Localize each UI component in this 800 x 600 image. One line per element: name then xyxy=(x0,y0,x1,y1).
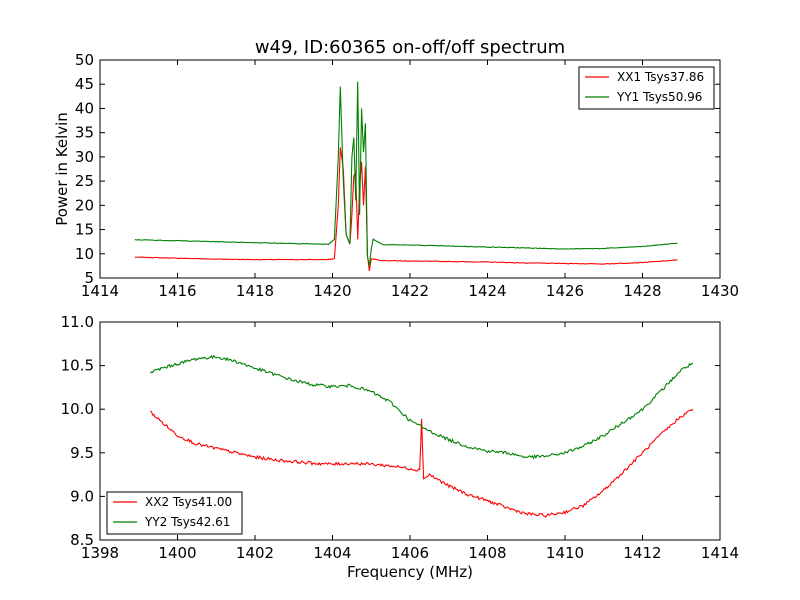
top-x-tick-label: 1416 xyxy=(158,282,196,300)
bottom-y-tick-label: 10.0 xyxy=(61,400,94,418)
top-x-tick-label: 1426 xyxy=(546,282,584,300)
top-x-tick-label: 1430 xyxy=(701,282,739,300)
legend-label-xx2: XX2 Tsys41.00 xyxy=(145,495,232,509)
top-x-tick-label: 1414 xyxy=(81,282,119,300)
top-panel-legend: XX1 Tsys37.86 YY1 Tsys50.96 xyxy=(578,66,715,110)
top-y-tick-label: 50 xyxy=(75,51,94,69)
bottom-panel: 1398 1400 1402 1404 1406 1408 1410 1412 1414 8.5 9… xyxy=(61,313,740,581)
bottom-panel-legend: XX2 Tsys41.00 YY2 Tsys42.61 xyxy=(106,491,243,535)
bottom-x-tick-label: 1412 xyxy=(623,544,661,562)
bottom-y-tick-label: 8.5 xyxy=(70,531,94,549)
bottom-x-tick-label: 1414 xyxy=(701,544,739,562)
top-x-tick-label: 1422 xyxy=(391,282,429,300)
bottom-x-tick-label: 1404 xyxy=(313,544,351,562)
top-panel-y-axis-label: Power in Kelvin xyxy=(53,112,71,226)
bottom-x-tick-label: 1410 xyxy=(546,544,584,562)
top-y-tick-label: 10 xyxy=(75,245,94,263)
top-y-tick-label: 15 xyxy=(75,221,94,239)
bottom-panel-series-lines xyxy=(149,354,694,518)
top-x-tick-label: 1420 xyxy=(313,282,351,300)
bottom-series-line-2 xyxy=(149,354,694,460)
legend-label-yy1: YY1 Tsys50.96 xyxy=(616,90,702,104)
bottom-panel-x-axis-label: Frequency (MHz) xyxy=(347,563,473,581)
legend-label-yy2: YY2 Tsys42.61 xyxy=(144,515,230,529)
bottom-series-line-1 xyxy=(150,408,694,518)
bottom-y-tick-label: 9.0 xyxy=(70,487,94,505)
top-panel-legend-box xyxy=(578,66,715,110)
top-y-tick-label: 35 xyxy=(75,124,94,142)
top-x-tick-label: 1428 xyxy=(623,282,661,300)
bottom-panel-ticks: 1398 1400 1402 1404 1406 1408 1410 1412 1414 8.5 9… xyxy=(61,313,740,562)
top-y-tick-label: 25 xyxy=(75,172,94,190)
top-y-tick-label: 5 xyxy=(84,269,94,287)
top-y-tick-label: 45 xyxy=(75,75,94,93)
bottom-y-tick-label: 9.5 xyxy=(70,444,94,462)
chart-title: w49, ID:60365 on-off/off spectrum xyxy=(255,37,565,58)
top-x-tick-label: 1418 xyxy=(236,282,274,300)
bottom-y-tick-label: 11.0 xyxy=(61,313,94,331)
top-panel: 1414 1416 1418 1420 1422 1424 1426 1428 1430 5 10 1… xyxy=(53,51,739,300)
bottom-panel-legend-box xyxy=(106,491,243,535)
bottom-x-tick-label: 1400 xyxy=(158,544,196,562)
bottom-x-tick-label: 1408 xyxy=(468,544,506,562)
top-panel-ticks: 1414 1416 1418 1420 1422 1424 1426 1428 1430 5 10 1… xyxy=(75,51,739,300)
top-panel-series-lines xyxy=(134,81,678,272)
top-y-tick-label: 30 xyxy=(75,148,94,166)
top-x-tick-label: 1424 xyxy=(468,282,506,300)
bottom-x-tick-label: 1402 xyxy=(236,544,274,562)
bottom-x-tick-label: 1398 xyxy=(81,544,119,562)
legend-label-xx1: XX1 Tsys37.86 xyxy=(617,70,704,84)
top-series-line-2 xyxy=(134,81,678,266)
top-y-tick-label: 20 xyxy=(75,196,94,214)
top-y-tick-label: 40 xyxy=(75,99,94,117)
top-series-line-1 xyxy=(134,147,678,272)
bottom-x-tick-label: 1406 xyxy=(391,544,429,562)
bottom-y-tick-label: 10.5 xyxy=(61,357,94,375)
